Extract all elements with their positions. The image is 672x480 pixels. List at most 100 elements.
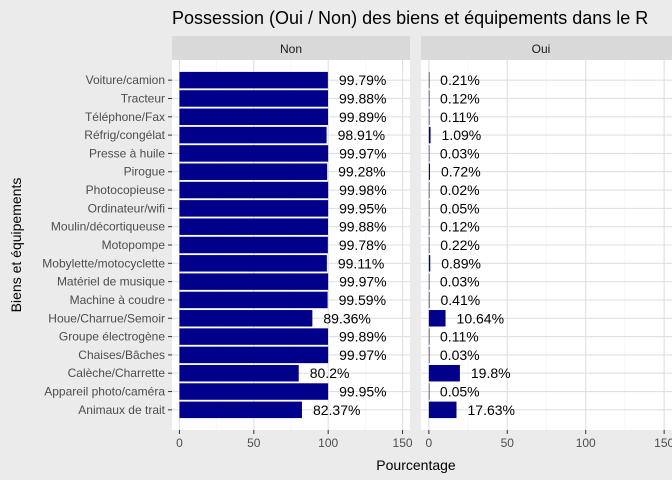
bar	[428, 71, 430, 89]
category-label: Presse à huile	[89, 146, 165, 160]
bar	[179, 346, 329, 364]
x-tick-label: 0	[176, 436, 183, 450]
category-label: Moulin/décortiqueuse	[51, 220, 165, 234]
value-label: 0.05%	[440, 384, 480, 400]
value-label: 0.22%	[440, 237, 480, 253]
x-tick-label: 50	[247, 436, 261, 450]
x-tick-label: 150	[654, 436, 672, 450]
bar	[179, 255, 327, 272]
bar	[179, 200, 329, 217]
bar	[428, 200, 430, 217]
value-label: 99.89%	[339, 109, 386, 125]
value-label: 0.72%	[441, 164, 481, 180]
bar	[179, 383, 329, 400]
value-label: 99.28%	[338, 164, 385, 180]
category-label: Matériel de musique	[57, 275, 165, 289]
facet-non-bars	[179, 71, 329, 419]
bar	[179, 90, 329, 107]
facet-non-x-ticks: 0 50 100 150	[176, 430, 413, 450]
category-label: Appareil photo/caméra	[44, 385, 165, 399]
category-label: Calèche/Charrette	[68, 366, 166, 380]
category-label: Pirogue	[124, 165, 166, 179]
bar	[428, 145, 430, 162]
bar	[428, 346, 430, 364]
facet-non-label: Non	[280, 42, 302, 56]
bar	[179, 364, 299, 382]
bar	[428, 273, 430, 290]
category-label: Houe/Charrue/Semoir	[48, 311, 165, 325]
facet-oui-value-labels: 0.21% 0.12% 0.11% 1.09% 0.03% 0.72% 0.02% 0.05%…	[440, 72, 515, 418]
bar	[428, 291, 430, 309]
value-label: 99.88%	[339, 90, 386, 106]
x-tick-label: 100	[318, 436, 338, 450]
bar	[428, 163, 430, 180]
bar	[179, 163, 328, 180]
x-tick-label: 50	[501, 436, 515, 450]
facet-oui-label: Oui	[532, 42, 551, 56]
y-axis-title: Biens et équipements	[8, 178, 24, 313]
category-label: Voiture/camion	[86, 73, 165, 87]
bar	[428, 90, 430, 107]
value-label: 99.11%	[338, 255, 384, 271]
value-label: 1.09%	[442, 127, 482, 143]
bar	[179, 108, 329, 126]
bar	[179, 291, 328, 309]
category-label: Groupe électrogène	[59, 330, 165, 344]
bar	[179, 126, 327, 144]
category-label: Ordinateur/wifi	[88, 201, 165, 215]
x-tick-label: 0	[426, 436, 433, 450]
value-label: 0.03%	[440, 347, 480, 363]
category-label: Téléphone/Fax	[85, 110, 165, 124]
value-label: 0.03%	[440, 274, 480, 290]
value-label: 17.63%	[468, 402, 515, 418]
category-label: Chaises/Bâches	[78, 348, 165, 362]
bar	[428, 181, 430, 199]
value-label: 80.2%	[310, 365, 350, 381]
category-labels: Voiture/camion Tracteur Téléphone/Fax Réfri…	[42, 73, 172, 417]
bar	[179, 328, 329, 345]
bar	[428, 401, 457, 419]
bar	[179, 181, 329, 199]
value-label: 19.8%	[471, 365, 511, 381]
category-label: Réfrig/congélat	[84, 128, 165, 142]
bar	[179, 145, 329, 162]
value-label: 0.89%	[441, 255, 481, 271]
bar	[428, 126, 431, 144]
value-label: 0.21%	[440, 72, 480, 88]
chart-title: Possession (Oui / Non) des biens et équi…	[172, 8, 648, 28]
bar	[179, 310, 313, 327]
x-axis-title: Pourcentage	[376, 457, 456, 473]
value-label: 99.98%	[339, 182, 386, 198]
facet-oui-x-ticks: 0 50 100 150	[426, 430, 672, 450]
category-label: Animaux de trait	[78, 403, 165, 417]
value-label: 0.02%	[440, 182, 480, 198]
bar	[428, 383, 430, 400]
value-label: 0.11%	[440, 329, 479, 345]
facet-oui: Oui 0.21%0.12%0.11%1.09%0.03%0.72%0.02%0…	[421, 36, 672, 450]
value-label: 0.41%	[440, 292, 480, 308]
value-label: 99.97%	[339, 145, 386, 161]
facet-oui-strip	[421, 36, 672, 60]
value-label: 10.64%	[457, 310, 504, 326]
value-label: 98.91%	[338, 127, 385, 143]
value-label: 99.95%	[339, 200, 386, 216]
x-tick-label: 150	[393, 436, 413, 450]
bar	[428, 364, 460, 382]
facet-non: Non 99.79% 99.88% 99.89% 98.91% 99.97% 99.28%…	[172, 36, 413, 450]
value-label: 99.89%	[339, 329, 386, 345]
bar	[179, 218, 329, 235]
bar	[428, 310, 446, 327]
value-label: 0.12%	[440, 90, 480, 106]
facet-non-value-labels: 99.79% 99.88% 99.89% 98.91% 99.97% 99.28% 99.9…	[310, 72, 387, 418]
value-label: 99.97%	[339, 274, 386, 290]
category-label: Mobylette/motocyclette	[42, 256, 165, 270]
value-label: 0.03%	[440, 145, 480, 161]
value-label: 89.36%	[323, 310, 370, 326]
value-label: 99.97%	[339, 347, 386, 363]
category-label: Motopompe	[102, 238, 166, 252]
value-label: 99.79%	[339, 72, 386, 88]
value-label: 99.95%	[339, 384, 386, 400]
bar	[428, 218, 430, 235]
value-label: 0.11%	[440, 109, 479, 125]
